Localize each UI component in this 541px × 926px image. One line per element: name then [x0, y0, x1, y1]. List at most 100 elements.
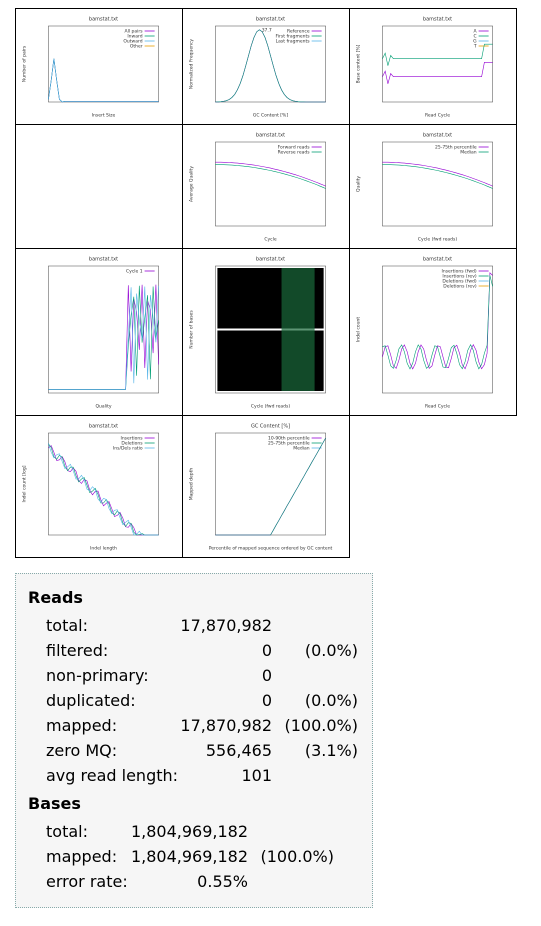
plot-title: bamstat.txt	[423, 257, 452, 263]
plot-curve	[382, 272, 493, 370]
plot-curve	[382, 62, 493, 84]
plot-curve	[48, 443, 159, 536]
plot-curve	[48, 443, 159, 536]
legend-label: Median	[293, 446, 310, 452]
plot-title: bamstat.txt	[89, 257, 118, 263]
x-axis-label: Read Cycle	[425, 113, 450, 119]
stat-percent: (0.0%)	[304, 691, 358, 710]
plot-curve	[215, 29, 326, 103]
legend-label: Other	[130, 44, 143, 50]
cell-border	[182, 415, 350, 558]
legend-label: Outward	[123, 39, 142, 45]
plot-curve	[48, 285, 159, 390]
y-axis-label: Number of pairs	[22, 45, 28, 82]
stat-label: mapped:	[46, 847, 118, 866]
stat-label: non-primary:	[46, 666, 149, 685]
plot-frame	[382, 265, 493, 394]
plot-frame	[48, 25, 159, 103]
legend-label: Ins/Dels ratio	[113, 446, 143, 452]
plot-frame	[48, 432, 159, 536]
plot-title: GC Content [%]	[251, 424, 290, 430]
plot-grid: bamstat.txt Insert Size Number of pairs All…	[15, 8, 517, 558]
stat-percent: (3.1%)	[304, 741, 358, 760]
legend-label: Insertions (fwd)	[442, 269, 477, 275]
plot-curve	[48, 445, 159, 536]
plot-curve	[382, 43, 493, 66]
stat-value: 101	[241, 766, 272, 785]
y-axis-label: Average Quality	[189, 166, 195, 202]
stat-percent: (0.0%)	[304, 641, 358, 660]
section-title: Bases	[28, 794, 81, 813]
stat-label: error rate:	[46, 872, 128, 891]
x-axis-label: Cycle	[264, 237, 277, 243]
legend-label: A	[474, 29, 478, 35]
x-axis-label: Indel length	[90, 546, 117, 552]
section-title: Reads	[28, 588, 83, 607]
plot-curve	[48, 58, 159, 103]
plot-frame	[382, 141, 493, 227]
stat-label: avg read length:	[46, 766, 179, 785]
plot-curve	[48, 58, 159, 103]
y-axis-label: Indel count [log]	[22, 465, 28, 502]
x-axis-label: Cycle (fwd reads)	[251, 404, 290, 410]
y-axis-label: Quality	[356, 176, 362, 192]
x-axis-label: Read Cycle	[425, 404, 450, 410]
plot-frame	[382, 25, 493, 103]
legend-label: 25-75th percentile	[268, 441, 310, 447]
stat-value: 17,870,982	[180, 616, 272, 635]
plot-frame	[215, 25, 326, 103]
plot-curve	[382, 275, 493, 370]
legend-label: 10-90th percentile	[268, 436, 310, 442]
legend-label: All pairs	[125, 29, 144, 35]
legend-label: Deletions	[121, 441, 143, 447]
stat-label: total:	[46, 616, 88, 635]
plot-title: bamstat.txt	[89, 424, 118, 430]
y-axis-label: Normalized Frequency	[189, 39, 195, 90]
legend-label: First fragments	[276, 34, 311, 40]
y-axis-label: Indel count	[356, 317, 362, 342]
stat-value: 1,804,969,182	[130, 847, 248, 866]
stat-percent: (100.0%)	[284, 716, 359, 735]
stat-label: filtered:	[46, 641, 109, 660]
plot-curve	[382, 164, 493, 189]
heatmap-band	[281, 268, 315, 391]
stat-value: 556,465	[205, 741, 272, 760]
cell-border	[15, 124, 183, 249]
cell-border	[182, 124, 350, 249]
plot-title: bamstat.txt	[256, 257, 285, 263]
stat-value: 1,804,969,182	[130, 822, 248, 841]
legend-label: Forward reads	[278, 145, 311, 151]
cell-border	[349, 248, 517, 416]
plot-frame	[215, 141, 326, 227]
cell-border	[15, 415, 183, 558]
plot-curve	[215, 164, 326, 189]
x-axis-label: Insert Size	[92, 113, 116, 119]
plot-title: bamstat.txt	[423, 133, 452, 139]
stat-value: 0.55%	[197, 872, 248, 891]
plot-frame	[48, 265, 159, 394]
stat-label: zero MQ:	[46, 741, 118, 760]
legend-label: G	[473, 39, 477, 45]
legend-label: Insertions	[121, 436, 144, 442]
legend-label: Inward	[127, 34, 142, 40]
legend-label: Insertions (rev)	[442, 274, 476, 280]
y-axis-label: Base content [%]	[356, 44, 362, 83]
legend-label: 25-75th percentile	[435, 145, 477, 151]
plot-frame	[215, 265, 326, 394]
legend-label: Deletions (fwd)	[442, 279, 476, 285]
legend-label: Last fragments	[276, 39, 311, 45]
annotation: 37.7	[262, 28, 272, 34]
legend-label: Median	[460, 150, 477, 156]
stat-value: 0	[261, 691, 272, 710]
stats-panel: Reads total: 17,870,982 filtered: 0 (0.0%) non…	[15, 573, 373, 908]
stat-percent: (100.0%)	[260, 847, 335, 866]
stat-label: mapped:	[46, 716, 118, 735]
plot-curve	[215, 437, 326, 536]
plot-title: bamstat.txt	[423, 17, 452, 23]
x-axis-label: GC Content [%]	[253, 113, 288, 119]
plot-title: bamstat.txt	[256, 133, 285, 139]
stat-value: 0	[261, 641, 272, 660]
stat-label: total:	[46, 822, 88, 841]
plot-curve	[48, 58, 159, 103]
